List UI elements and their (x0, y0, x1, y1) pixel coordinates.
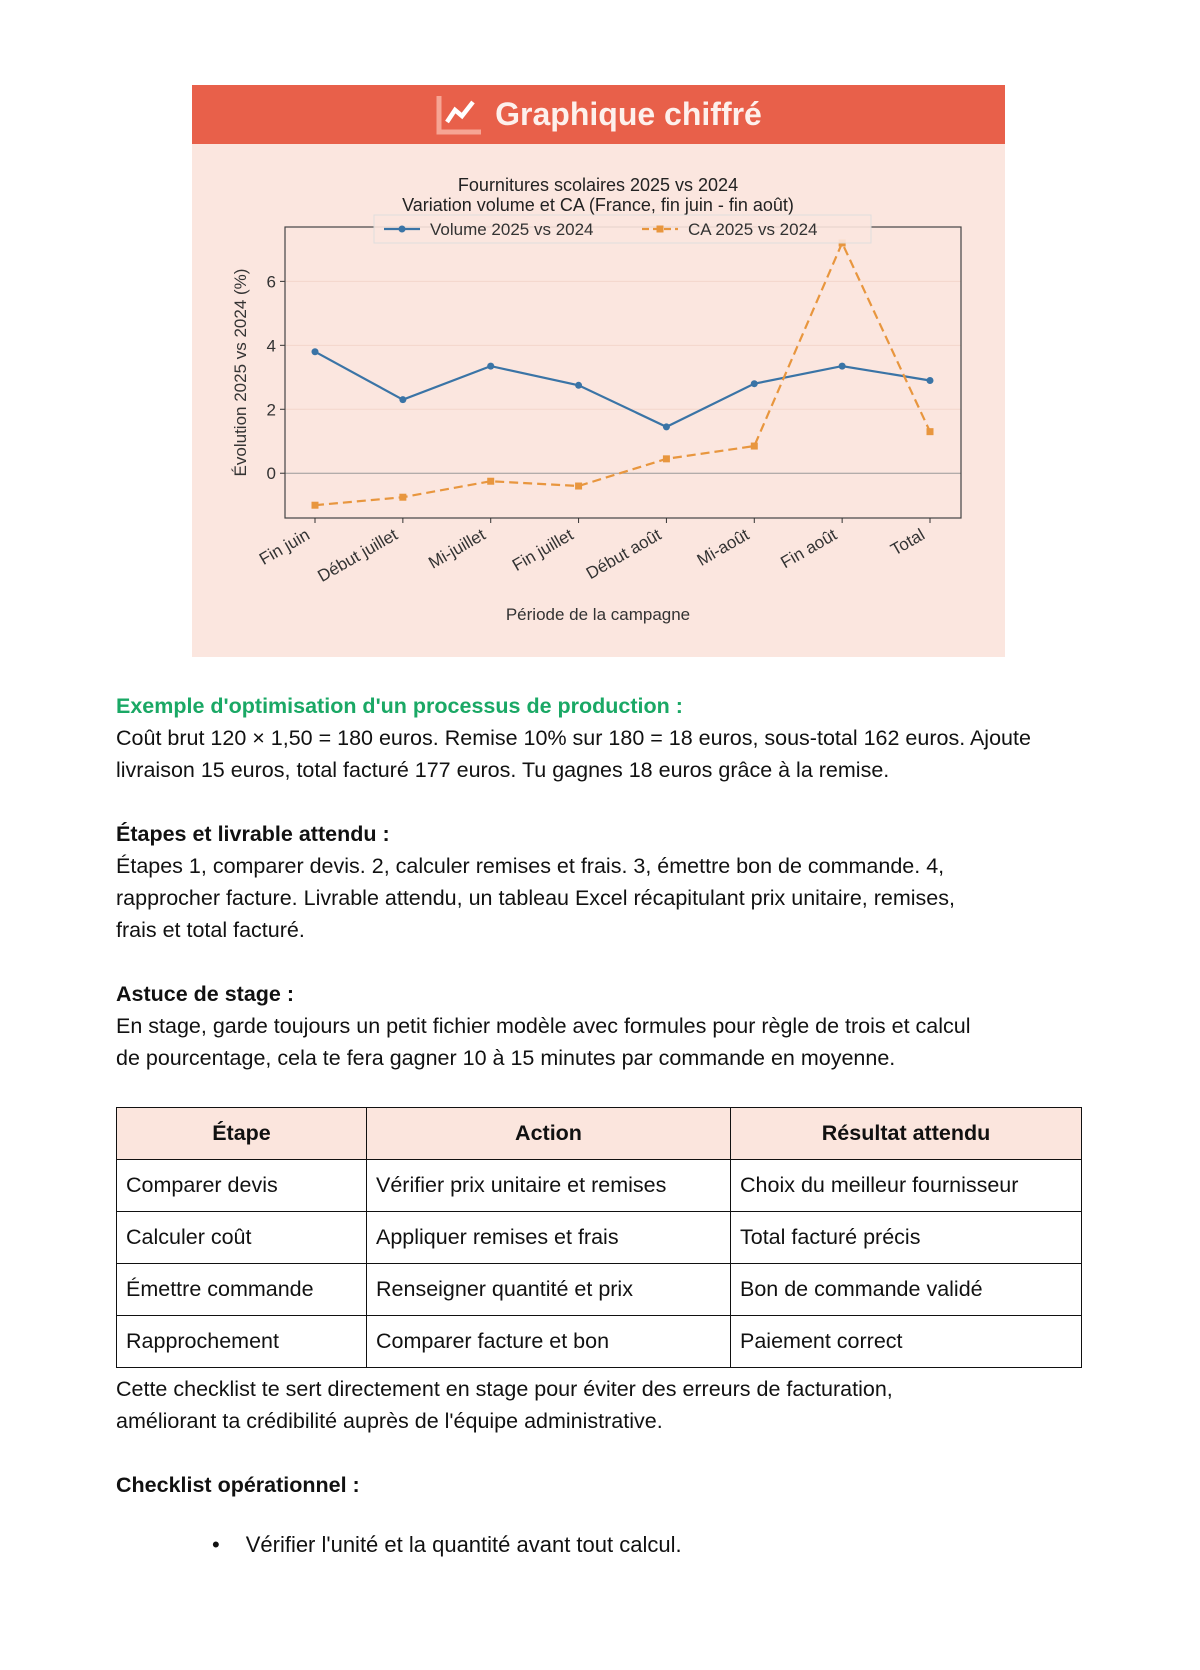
banner-title: Graphique chiffré (495, 96, 762, 132)
paragraph-line: améliorant ta crédibilité auprès de l'éq… (116, 1409, 663, 1433)
bullet-icon: • (212, 1532, 220, 1557)
header-cell: Étape (116, 1107, 367, 1160)
paragraph-line: Cette checklist te sert directement en s… (116, 1377, 893, 1401)
paragraph-line: livraison 15 euros, total facturé 177 eu… (116, 758, 890, 782)
paragraph-line: En stage, garde toujours un petit fichie… (116, 1014, 971, 1038)
data-point (399, 396, 407, 404)
data-point (838, 362, 846, 370)
table-row: Comparer devis Vérifier prix unitaire et … (116, 1159, 1082, 1212)
table-cell: Renseigner quantité et prix (366, 1263, 731, 1316)
legend-marker (656, 225, 664, 233)
chart-subtitle: Variation volume et CA (France, fin juin… (402, 195, 794, 215)
section-heading: Astuce de stage : (116, 982, 295, 1006)
paragraph-line: frais et total facturé. (116, 918, 305, 942)
table-cell: Appliquer remises et frais (366, 1211, 731, 1264)
legend-box (373, 214, 872, 244)
table-cell: Paiement correct (730, 1315, 1082, 1368)
plot-frame (284, 226, 962, 519)
table-row: Rapprochement Comparer facture et bon Paie… (116, 1315, 1082, 1368)
steps-table: Étape Action Résultat attendu Comparer d… (116, 1107, 1082, 1368)
table-row: Calculer coût Appliquer remises et frais T… (116, 1211, 1082, 1264)
paragraph-line: de pourcentage, cela te fera gagner 10 à… (116, 1046, 896, 1070)
data-point (311, 501, 319, 509)
x-tick-label: Mi-juillet (425, 525, 489, 573)
y-tick-label: 6 (267, 272, 276, 291)
line-chart: Fournitures scolaires 2025 vs 2024Variat… (231, 175, 962, 624)
section-heading: Étapes et livrable attendu : (116, 822, 390, 846)
table-cell: Total facturé précis (730, 1211, 1082, 1264)
x-tick-label: Mi-août (694, 525, 753, 570)
data-point (399, 493, 407, 501)
table-row: Émettre commande Renseigner quantité et p… (116, 1263, 1082, 1316)
data-point (662, 423, 670, 431)
header-cell: Résultat attendu (730, 1107, 1082, 1160)
legend-label: Volume 2025 vs 2024 (430, 220, 594, 239)
data-point (311, 348, 319, 356)
x-axis-label: Période de la campagne (506, 605, 690, 624)
data-point (575, 381, 583, 389)
chart-panel: Fournitures scolaires 2025 vs 2024 Variat… (192, 85, 1005, 657)
section-heading: Exemple d'optimisation d'un processus de… (116, 694, 683, 718)
x-tick-label: Fin juillet (509, 525, 577, 575)
section-heading: Checklist opérationnel : (116, 1473, 360, 1497)
line-chart-icon (436, 95, 482, 134)
series-line (314, 240, 931, 507)
data-point (662, 455, 670, 463)
x-tick-label: Début août (583, 525, 665, 583)
paragraph-line: Coût brut 120 × 1,50 = 180 euros. Remise… (116, 726, 1031, 750)
data-point (926, 428, 934, 436)
y-tick-label: 4 (267, 336, 276, 355)
table-cell: Vérifier prix unitaire et remises (366, 1159, 731, 1212)
table-cell: Choix du meilleur fournisseur (730, 1159, 1082, 1212)
data-point (750, 442, 758, 450)
table-cell: Calculer coût (116, 1211, 367, 1264)
checklist-item: • Vérifier l'unité et la quantité avant t… (212, 1532, 682, 1558)
header-cell: Action (366, 1107, 731, 1160)
chart-title: Fournitures scolaires 2025 vs 2024 (458, 175, 738, 195)
x-tick-label: Total (887, 525, 928, 559)
y-tick-label: 2 (267, 400, 276, 419)
checklist-item-text: Vérifier l'unité et la quantité avant to… (245, 1532, 682, 1557)
chart-banner: Graphique chiffré (192, 85, 1005, 144)
series-line (314, 350, 931, 429)
table-cell: Comparer devis (116, 1159, 367, 1212)
x-tick-label: Fin août (777, 525, 840, 572)
data-point (926, 376, 934, 384)
table-cell: Rapprochement (116, 1315, 367, 1368)
x-tick-label: Fin juin (256, 525, 313, 569)
table-header-row: Étape Action Résultat attendu (116, 1107, 1082, 1160)
table-cell: Comparer facture et bon (366, 1315, 731, 1368)
y-axis-label: Évolution 2025 vs 2024 (%) (231, 269, 250, 477)
data-point (750, 380, 758, 388)
data-point (487, 477, 495, 485)
table-cell: Émettre commande (116, 1263, 367, 1316)
data-point (487, 362, 495, 370)
legend-label: CA 2025 vs 2024 (688, 220, 817, 239)
legend-marker (398, 225, 406, 233)
data-point (575, 482, 583, 490)
paragraph-line: Étapes 1, comparer devis. 2, calculer re… (116, 854, 945, 878)
table-cell: Bon de commande validé (730, 1263, 1082, 1316)
paragraph-line: rapprocher facture. Livrable attendu, un… (116, 886, 955, 910)
x-tick-label: Début juillet (314, 525, 401, 586)
y-tick-label: 0 (267, 464, 276, 483)
